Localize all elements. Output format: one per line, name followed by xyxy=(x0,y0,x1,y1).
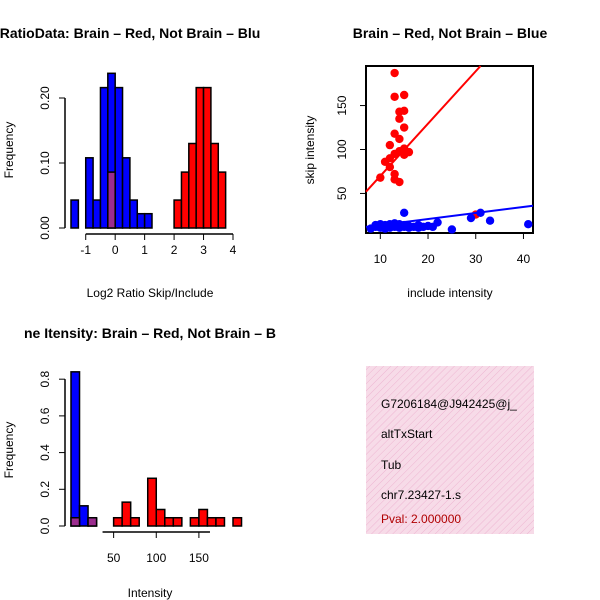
bar-not-brain-0 xyxy=(70,199,80,229)
ratio-chart-title: RatioData: Brain – Red, Not Brain – Blu xyxy=(0,25,260,41)
point-brain-19 xyxy=(376,173,385,182)
point-brain-8 xyxy=(395,134,404,144)
y-tick-label-0: 0.0 xyxy=(38,517,52,534)
bar-brain-6 xyxy=(155,508,166,527)
intensity-scatter: Brain – Red, Not Brain – Blue skip inten… xyxy=(303,25,547,300)
y-tick-label-2: 0.4 xyxy=(38,444,52,461)
info-panel-hatch xyxy=(366,366,534,534)
point-not-brain-33 xyxy=(485,216,495,225)
y-tick-label-2: 0.20 xyxy=(38,86,52,110)
bar-brain-2 xyxy=(112,516,123,527)
point-brain-4 xyxy=(395,107,404,116)
bar-brain-6 xyxy=(210,142,220,229)
bar-not-brain-0 xyxy=(70,371,81,527)
point-brain-6 xyxy=(399,123,409,132)
x-tick-label-0: 50 xyxy=(107,551,121,565)
x-tick-label-3: 2 xyxy=(171,243,178,257)
y-tick-label-0: 50 xyxy=(335,186,349,200)
intensity-chart-xlabel: Intensity xyxy=(128,586,173,600)
intensity-chart-ylabel: Frequency xyxy=(2,422,16,479)
fit-line-brain xyxy=(365,65,482,193)
point-not-brain-30 xyxy=(447,225,457,234)
y-tick-label-3: 0.6 xyxy=(38,407,52,424)
bar-not-brain-9 xyxy=(136,212,146,229)
point-not-brain-31 xyxy=(466,213,476,223)
intensity-chart-title: ne Itensity: Brain – Red, Not Brain – B xyxy=(24,325,276,341)
bar-not-brain-1 xyxy=(78,505,89,527)
bar-brain-8 xyxy=(172,516,183,527)
bar-brain-7 xyxy=(217,171,227,229)
y-tick-label-2: 150 xyxy=(335,95,349,115)
bar-brain-1 xyxy=(87,516,98,527)
bar-brain-3 xyxy=(188,142,197,229)
scatter-chart-xlabel: include intensity xyxy=(407,286,492,300)
info-event-type: altTxStart xyxy=(381,427,433,441)
point-brain-2 xyxy=(390,92,399,101)
x-tick-label-5: 4 xyxy=(230,243,237,257)
ratio-histogram: RatioData: Brain – Red, Not Brain – Blu … xyxy=(0,25,260,300)
bar-brain-9 xyxy=(189,516,200,527)
point-not-brain-29 xyxy=(433,218,442,227)
info-pval: Pval: 2.000000 xyxy=(381,512,461,526)
x-tick-label-1: 0 xyxy=(112,243,119,257)
point-not-brain-20 xyxy=(399,208,409,217)
point-brain-20 xyxy=(395,177,404,187)
info-location: chr7.23427-1.s xyxy=(381,488,461,502)
ratio-chart-ylabel: Frequency xyxy=(2,122,16,179)
point-brain-5 xyxy=(395,114,404,123)
bar-brain-13 xyxy=(232,516,243,527)
x-tick-label-2: 150 xyxy=(189,551,209,565)
x-tick-label-3: 40 xyxy=(517,252,531,266)
bar-not-brain-3 xyxy=(92,199,102,229)
y-tick-label-1: 0.10 xyxy=(38,151,52,175)
info-tissue: Tub xyxy=(381,458,402,472)
intensity-histogram: ne Itensity: Brain – Red, Not Brain – B … xyxy=(2,325,276,600)
bar-brain-7 xyxy=(164,516,175,527)
x-tick-label-1: 20 xyxy=(421,252,435,266)
info-event-id: G7206184@J942425@j_ xyxy=(381,397,517,411)
y-tick-label-0: 0.00 xyxy=(38,216,52,240)
y-tick-label-4: 0.8 xyxy=(38,371,52,388)
bar-brain-5 xyxy=(202,86,212,229)
point-brain-16 xyxy=(385,162,395,172)
ratio-chart-xlabel: Log2 Ratio Skip/Include xyxy=(87,286,214,300)
bar-brain-3 xyxy=(121,501,132,527)
x-tick-label-2: 1 xyxy=(141,243,148,257)
point-not-brain-34 xyxy=(524,220,533,229)
bar-not-brain-4 xyxy=(99,86,109,229)
bar-not-brain-10 xyxy=(143,212,153,229)
x-tick-label-4: 3 xyxy=(200,243,207,257)
point-brain-1 xyxy=(399,90,409,100)
bar-not-brain-7 xyxy=(121,157,131,229)
bar-brain-0 xyxy=(70,516,81,527)
point-brain-9 xyxy=(385,140,395,150)
bar-brain-10 xyxy=(198,508,209,527)
bar-brain-2 xyxy=(180,171,190,229)
bar-not-brain-8 xyxy=(129,199,139,229)
point-brain-21 xyxy=(399,150,409,159)
bar-not-brain-2 xyxy=(84,157,94,229)
bar-brain-5 xyxy=(146,477,158,527)
x-tick-label-2: 30 xyxy=(469,252,483,266)
y-tick-label-1: 0.2 xyxy=(38,481,52,498)
point-brain-0 xyxy=(390,68,399,78)
scatter-chart-ylabel: skip intensity xyxy=(303,116,317,185)
bar-brain-11 xyxy=(206,516,217,527)
bar-not-brain-6 xyxy=(114,86,124,229)
scatter-chart-title: Brain – Red, Not Brain – Blue xyxy=(353,25,548,41)
bar-brain-4 xyxy=(129,516,140,527)
x-tick-label-1: 100 xyxy=(146,551,166,565)
bar-brain-4 xyxy=(195,86,205,229)
bar-brain-0 xyxy=(107,171,116,229)
info-panel: G7206184@J942425@j_ altTxStart Tub chr7.… xyxy=(366,366,534,534)
bar-brain-12 xyxy=(215,516,226,527)
bar-brain-1 xyxy=(173,199,183,229)
point-not-brain-32 xyxy=(476,208,485,217)
x-tick-label-0: 10 xyxy=(374,252,388,266)
y-tick-label-1: 100 xyxy=(335,139,349,159)
x-tick-label-0: -1 xyxy=(80,243,91,257)
